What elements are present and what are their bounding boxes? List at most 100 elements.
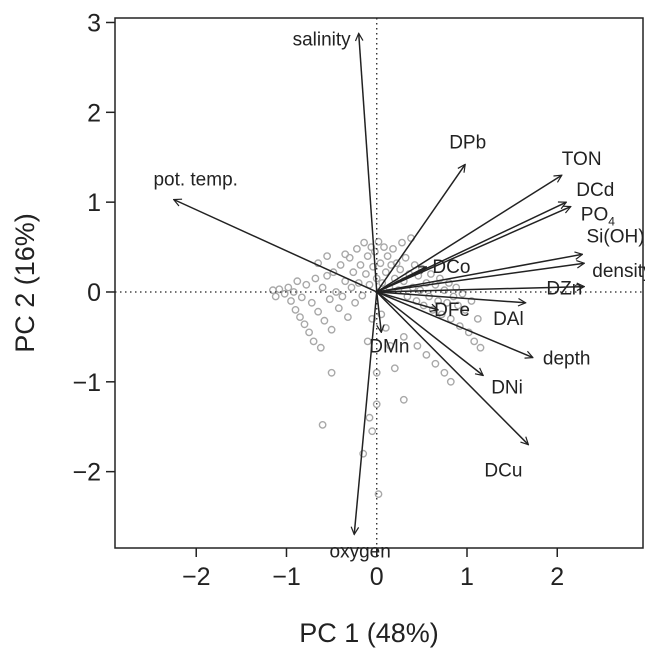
score-point [374, 490, 383, 498]
score-point [320, 316, 329, 325]
score-point [309, 337, 318, 346]
score-point [398, 238, 406, 247]
score-point [426, 270, 435, 278]
loading-label-ton: TON [562, 149, 602, 170]
loading-arrow-dcu [376, 291, 529, 445]
y-tick-label: 1 [87, 189, 101, 217]
score-point [435, 274, 444, 283]
y-tick-label: 2 [87, 99, 101, 127]
loading-arrow-dni [376, 291, 483, 376]
score-point [318, 283, 327, 292]
loading-arrow-oxygen [354, 291, 378, 535]
score-point [349, 268, 358, 277]
loading-label-pot-temp: pot. temp. [153, 170, 238, 191]
loading-label-dmn: DMn [369, 336, 409, 357]
score-point [307, 298, 316, 307]
score-point [443, 298, 451, 307]
y-tick-label: −1 [72, 369, 101, 397]
score-point [431, 359, 440, 368]
score-point [446, 314, 455, 323]
score-point [327, 368, 336, 377]
score-point [389, 244, 397, 253]
loading-label-dcd: DCd [576, 180, 614, 201]
score-point [452, 283, 461, 292]
loading-arrow-dal [376, 291, 526, 303]
loading-arrow-ton [376, 175, 562, 293]
score-point [437, 310, 446, 319]
x-tick-label: 0 [370, 563, 384, 591]
y-tick-label: 0 [87, 279, 101, 307]
score-point [360, 238, 368, 247]
score-points [268, 234, 485, 498]
x-tick-label: −2 [182, 563, 211, 591]
score-point [336, 261, 345, 269]
score-point [316, 343, 325, 352]
score-point [280, 289, 289, 298]
score-point [329, 268, 338, 277]
score-point [284, 283, 293, 292]
loading-label-dfe: DFe [434, 300, 470, 321]
score-point [380, 243, 388, 252]
loading-label-si-oh-4: Si(OH)4 [587, 226, 645, 250]
score-point [461, 305, 470, 314]
score-point [383, 252, 392, 261]
loading-arrow-si-oh-4 [376, 254, 583, 293]
score-point [311, 274, 320, 283]
loading-arrow-depth [376, 291, 533, 358]
score-point [297, 293, 306, 302]
score-point [361, 270, 370, 278]
x-tick-label: 1 [460, 563, 474, 591]
y-axis-title: PC 2 (16%) [10, 213, 40, 353]
loading-label-depth: depth [543, 349, 591, 370]
score-point [399, 332, 408, 341]
score-point [343, 313, 352, 321]
loading-arrow-density [376, 263, 585, 293]
axis-ticks: −2 −1 0 1 2 −2 −1 0 1 2 3 [72, 9, 564, 591]
plot-border [114, 17, 644, 549]
score-point [358, 291, 367, 300]
loading-arrow-dzn [376, 287, 585, 293]
x-tick-label: −1 [272, 563, 301, 591]
score-point [327, 325, 336, 334]
loading-arrow-dmn [375, 291, 382, 332]
x-axis-title: PC 1 (48%) [299, 618, 439, 648]
y-tick-label: 3 [87, 9, 101, 37]
score-point [377, 310, 386, 319]
score-point [369, 262, 377, 271]
score-point [399, 395, 408, 404]
score-point [291, 305, 300, 314]
score-point [323, 271, 331, 280]
score-point [458, 289, 467, 298]
score-point [296, 313, 304, 321]
score-point [334, 304, 343, 313]
score-point [449, 292, 458, 301]
loading-arrow-dco [376, 266, 427, 293]
score-point [363, 252, 372, 261]
score-point [347, 283, 356, 292]
loading-label-dco: DCo [432, 257, 470, 278]
score-point [352, 244, 361, 253]
score-point [422, 350, 431, 359]
score-point [470, 337, 479, 346]
loading-label-dpb: DPb [449, 132, 486, 153]
score-point [368, 427, 377, 436]
score-point [271, 292, 280, 301]
score-point [392, 259, 401, 268]
score-point [381, 268, 390, 277]
score-point [386, 341, 395, 350]
score-point [413, 341, 422, 350]
score-point [368, 314, 377, 323]
score-point [378, 279, 387, 287]
score-point [467, 297, 476, 305]
score-point [332, 288, 340, 296]
y-tick-label: −2 [72, 459, 101, 487]
score-point [323, 252, 331, 261]
score-point [454, 301, 462, 310]
plot-frame [114, 17, 644, 549]
score-point [473, 314, 482, 323]
score-point [325, 295, 334, 304]
loading-label-po4: PO4 [581, 205, 615, 229]
score-point [374, 237, 383, 246]
score-point [390, 364, 399, 373]
